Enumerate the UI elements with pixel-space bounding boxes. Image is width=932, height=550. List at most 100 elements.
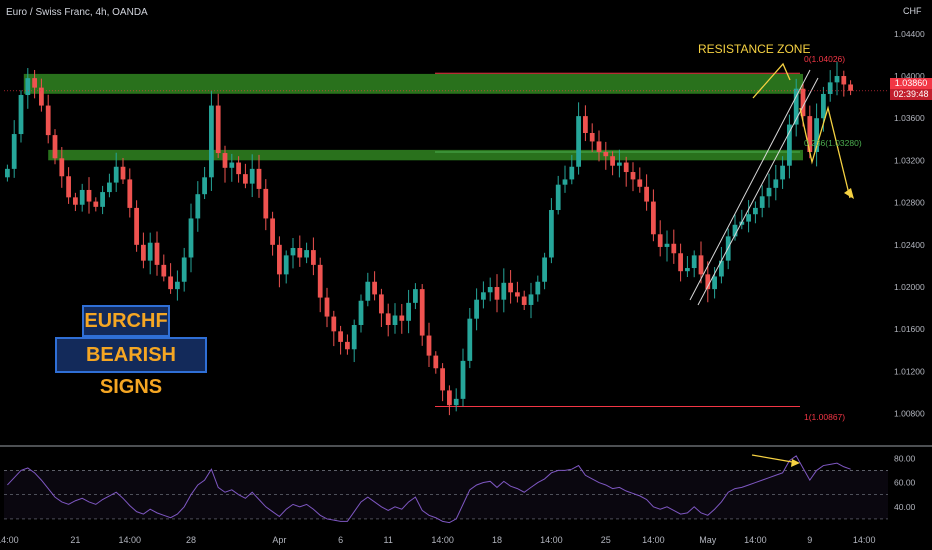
- candle: [501, 282, 507, 300]
- candle: [419, 289, 425, 336]
- candle: [440, 368, 445, 391]
- candle: [583, 116, 588, 133]
- candle: [229, 162, 235, 168]
- candle: [406, 302, 411, 321]
- candle: [399, 315, 405, 321]
- price-tick-label: 1.02000: [894, 282, 925, 292]
- candle: [481, 292, 486, 300]
- candle: [576, 116, 581, 167]
- candle: [134, 207, 139, 245]
- candle: [685, 268, 690, 272]
- time-tick-label: 14:00: [853, 535, 876, 545]
- candle: [39, 87, 44, 106]
- candle: [324, 297, 330, 317]
- candle: [807, 116, 813, 152]
- candle: [66, 176, 71, 198]
- candle: [161, 264, 167, 277]
- candle: [569, 166, 575, 180]
- candle: [651, 201, 656, 235]
- time-tick-label: 9: [807, 535, 812, 545]
- candle: [657, 234, 663, 247]
- time-tick-label: 21: [70, 535, 80, 545]
- candle: [644, 186, 649, 202]
- candle: [515, 292, 520, 297]
- candle: [549, 210, 554, 258]
- candle: [25, 78, 31, 96]
- price-axis: 1.04400 1.04000 1.03600 1.03200 1.02800 1.024…: [894, 29, 925, 419]
- time-tick-label: 14:00: [540, 535, 563, 545]
- candle: [753, 207, 758, 215]
- arrow-head-icon: [844, 188, 854, 199]
- candle: [705, 274, 711, 290]
- candle: [11, 134, 17, 169]
- candle: [263, 188, 269, 219]
- candle: [800, 88, 806, 117]
- candle: [5, 168, 10, 178]
- candle: [630, 172, 636, 180]
- candle: [345, 341, 350, 350]
- candle: [841, 76, 847, 85]
- trend-drawings: [4, 62, 888, 306]
- fib-label-0: 0(1.04026): [804, 54, 845, 64]
- fib-retracement: [435, 72, 800, 408]
- candle: [426, 335, 432, 356]
- arrow-head-icon: [791, 459, 800, 467]
- candle: [460, 360, 466, 399]
- resistance-zone: [23, 73, 804, 94]
- candle: [202, 177, 207, 195]
- candle: [256, 168, 262, 189]
- candle: [147, 242, 153, 261]
- signal-badge: BEARISH SIGNS: [55, 337, 207, 398]
- candle: [759, 196, 765, 208]
- candle: [222, 153, 228, 168]
- candle: [555, 184, 561, 211]
- candle: [433, 355, 439, 369]
- last-price-tag: 1.03860: [890, 78, 932, 89]
- candle: [623, 162, 629, 173]
- candle: [188, 218, 194, 258]
- candle: [120, 166, 126, 180]
- fib-label-1: 1(1.00867): [804, 412, 845, 422]
- candle: [535, 281, 541, 295]
- candle: [637, 179, 643, 187]
- time-tick-label: 11: [384, 535, 393, 545]
- candle: [195, 194, 201, 219]
- time-tick-label: 14:00: [119, 535, 142, 545]
- candle: [93, 201, 99, 207]
- candle: [827, 82, 833, 94]
- candle: [107, 182, 112, 193]
- candle: [283, 255, 289, 275]
- candle: [59, 158, 65, 177]
- candle: [73, 197, 78, 205]
- candle: [331, 316, 337, 332]
- price-tick-label: 1.03200: [894, 155, 925, 165]
- candle: [719, 260, 724, 277]
- candle: [834, 76, 840, 83]
- candle: [732, 224, 738, 237]
- candle: [365, 281, 371, 301]
- candle: [236, 162, 241, 175]
- candle: [270, 218, 275, 245]
- time-tick-label: 14:00: [431, 535, 454, 545]
- candle: [453, 398, 459, 406]
- candle: [562, 179, 568, 185]
- fib-label-0236: 0.236(1.03280): [804, 138, 862, 148]
- price-tick-label: 1.02400: [894, 240, 925, 250]
- resistance-arrow: [752, 62, 791, 99]
- candle: [678, 253, 683, 272]
- candle: [793, 88, 799, 125]
- rsi-divergence-arrow: [751, 454, 799, 464]
- candle: [127, 179, 133, 208]
- candle: [175, 281, 180, 290]
- candle: [494, 287, 500, 300]
- candle: [746, 214, 751, 222]
- candle: [304, 250, 309, 258]
- candle: [487, 287, 493, 293]
- candle: [32, 78, 37, 88]
- candle: [79, 189, 85, 205]
- time-tick-label: 18: [492, 535, 502, 545]
- symbol-badge: EURCHF: [82, 305, 170, 337]
- time-tick-label: 28: [186, 535, 196, 545]
- candle: [249, 168, 255, 184]
